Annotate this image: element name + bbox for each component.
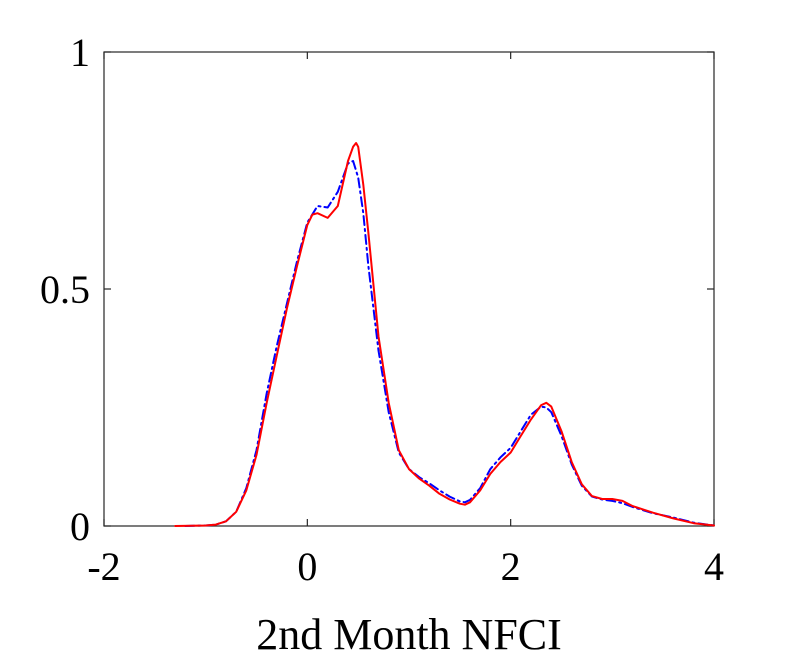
x-tick-label: -2 [87,544,120,589]
x-tick-label: 2 [501,544,521,589]
y-tick-label: 1 [70,30,90,75]
x-tick-label: 4 [704,544,724,589]
x-axis-label: 2nd Month NFCI [256,610,562,659]
plot-area-frame [103,51,715,527]
series-layer [174,142,715,527]
axis-ticks [103,51,715,527]
tick-labels: -2 0 2 400.51 [40,30,724,589]
x-tick-label: 0 [297,544,317,589]
y-tick-label: 0.5 [40,267,90,312]
series-line-2 [174,142,715,527]
y-tick-label: 0 [70,504,90,549]
